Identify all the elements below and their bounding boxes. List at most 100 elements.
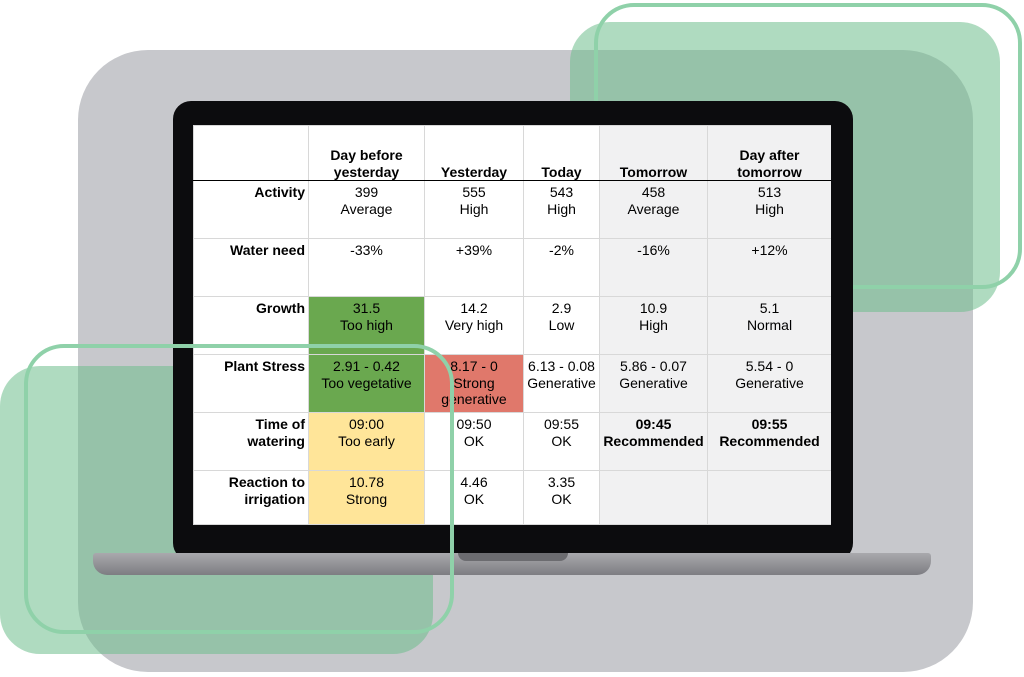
cell-status: Average: [340, 200, 393, 217]
cell-value: 10.78: [348, 474, 385, 490]
header-day-before-yesterday: Day before yesterday: [308, 125, 425, 181]
cell-status: Strong generative: [441, 374, 507, 408]
cell-status: Generative: [527, 374, 596, 391]
cell-value: 513: [757, 184, 782, 200]
cell-value: +39%: [455, 242, 493, 258]
cell-status: OK: [463, 432, 485, 449]
cell-value: 458: [641, 184, 666, 200]
cell-status: Too high: [340, 316, 393, 333]
cell-day-before-yesterday: 10.78 Strong: [308, 470, 425, 525]
cell-status: High: [547, 200, 576, 217]
header-yesterday: Yesterday: [424, 125, 524, 181]
cell-value: 399: [354, 184, 379, 200]
cell-day-after-tomorrow: +12%: [707, 238, 831, 297]
cell-day-after-tomorrow: 5.1 Normal: [707, 296, 831, 355]
cell-value: +12%: [751, 242, 788, 258]
cell-day-after-tomorrow: 513 High: [707, 180, 831, 239]
cell-value: 4.46: [460, 474, 488, 490]
cell-yesterday: 555 High: [424, 180, 524, 239]
header-corner: [193, 125, 309, 181]
header-today: Today: [523, 125, 600, 181]
cell-status: OK: [551, 432, 572, 449]
cell-today: 3.35 OK: [523, 470, 600, 525]
cell-day-before-yesterday: 2.91 - 0.42 Too vegetative: [308, 354, 425, 413]
cell-tomorrow: -16%: [599, 238, 708, 297]
cell-tomorrow: 5.86 - 0.07 Generative: [599, 354, 708, 413]
cell-today: 543 High: [523, 180, 600, 239]
cell-status: Generative: [619, 374, 688, 391]
cell-day-after-tomorrow: [707, 470, 831, 525]
cell-value: 10.9: [639, 300, 668, 316]
cell-tomorrow: [599, 470, 708, 525]
cell-status: High: [755, 200, 784, 217]
cell-status: Generative: [735, 374, 804, 391]
cell-value: 8.17 - 0: [450, 358, 498, 374]
cell-status: Low: [548, 316, 575, 333]
cell-today: 6.13 - 0.08 Generative: [523, 354, 600, 413]
cell-value: 09:50: [456, 416, 492, 432]
cell-status: OK: [551, 490, 572, 507]
cell-yesterday: 14.2 Very high: [424, 296, 524, 355]
cell-value: 2.9: [551, 300, 572, 316]
cell-status: Average: [627, 200, 680, 217]
table-header-row: Day before yesterday Yesterday Today Tom…: [193, 125, 831, 181]
cell-status: Recommended: [719, 432, 820, 449]
cell-day-after-tomorrow: 5.54 - 0 Generative: [707, 354, 831, 413]
cell-value: 555: [462, 184, 486, 200]
header-tomorrow: Tomorrow: [599, 125, 708, 181]
table-row: Time of watering 09:00 Too early 09:50 OK 09:…: [193, 412, 831, 471]
cell-today: -2%: [523, 238, 600, 297]
cell-status: Very high: [444, 316, 504, 333]
row-label: Plant Stress: [193, 354, 309, 413]
cell-tomorrow: 458 Average: [599, 180, 708, 239]
cell-today: 09:55 OK: [523, 412, 600, 471]
cell-value: 3.35: [547, 474, 576, 490]
cell-value: -33%: [350, 242, 383, 258]
cell-today: 2.9 Low: [523, 296, 600, 355]
cell-yesterday: 09:50 OK: [424, 412, 524, 471]
row-label: Time of watering: [193, 412, 309, 471]
header-day-after-tomorrow: Day after tomorrow: [707, 125, 831, 181]
table-row: Activity 399 Average 555 High 543 High 458 Avera…: [193, 180, 831, 239]
cell-day-before-yesterday: 399 Average: [308, 180, 425, 239]
cell-value: 5.54 - 0: [745, 358, 794, 374]
cell-value: 09:45: [635, 416, 672, 432]
cell-value: 2.91 - 0.42: [333, 358, 400, 374]
cell-status: Normal: [746, 316, 793, 333]
cell-tomorrow: 10.9 High: [599, 296, 708, 355]
table-row: Water need -33% +39% -2% -16% +12%: [193, 238, 831, 297]
cell-value: 14.2: [460, 300, 488, 316]
cell-status: Strong: [345, 490, 388, 507]
cell-value: 09:55: [751, 416, 788, 432]
table-row: Reaction to irrigation 10.78 Strong 4.46 OK 3…: [193, 470, 831, 525]
cell-value: 31.5: [352, 300, 381, 316]
table-row: Growth 31.5 Too high 14.2 Very high 2.9 Low 10.…: [193, 296, 831, 355]
cell-value: -2%: [549, 242, 574, 258]
cell-value: 5.1: [759, 300, 780, 316]
cell-status: High: [459, 200, 489, 217]
row-label: Activity: [193, 180, 309, 239]
cell-day-before-yesterday: -33%: [308, 238, 425, 297]
cell-value: 09:55: [543, 416, 580, 432]
cell-yesterday: +39%: [424, 238, 524, 297]
cell-day-after-tomorrow: 09:55 Recommended: [707, 412, 831, 471]
cell-status: High: [639, 316, 668, 333]
cell-status: OK: [463, 490, 485, 507]
laptop-base: [93, 553, 931, 575]
cell-value: 6.13 - 0.08: [528, 358, 595, 374]
cell-status: Too early: [338, 432, 395, 449]
cell-tomorrow: 09:45 Recommended: [599, 412, 708, 471]
laptop-notch: [458, 553, 568, 561]
cell-value: 09:00: [348, 416, 385, 432]
cell-day-before-yesterday: 09:00 Too early: [308, 412, 425, 471]
cell-value: 543: [549, 184, 574, 200]
row-label: Reaction to irrigation: [193, 470, 309, 525]
cell-yesterday: 4.46 OK: [424, 470, 524, 525]
row-label: Water need: [193, 238, 309, 297]
laptop-screen: Day before yesterday Yesterday Today Tom…: [193, 125, 831, 525]
cell-status: Too vegetative: [321, 374, 412, 391]
decor-green-outline: [24, 344, 454, 634]
cell-value: 5.86 - 0.07: [620, 358, 687, 374]
cell-status: Recommended: [603, 432, 704, 449]
cell-value: -16%: [637, 242, 670, 258]
